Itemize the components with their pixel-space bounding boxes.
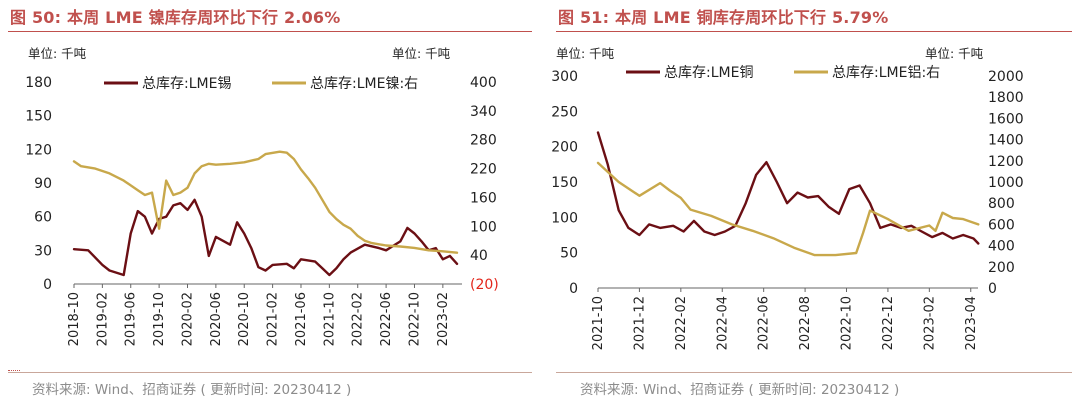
y-tick-label: 50 bbox=[560, 246, 578, 262]
x-tick-label: 2019-10 bbox=[152, 292, 167, 346]
y-tick-label: 0 bbox=[43, 277, 52, 293]
y-tick-label: 150 bbox=[551, 175, 578, 191]
y2-tick-label: 200 bbox=[988, 260, 1015, 276]
x-tick-label: 2022-04 bbox=[715, 296, 730, 350]
series-line-left bbox=[596, 131, 980, 245]
legend-label: 总库存:LME锡 bbox=[142, 76, 231, 92]
title-divider bbox=[556, 31, 1072, 32]
x-tick-label: 2021-12 bbox=[632, 296, 647, 350]
right-axis-unit: 单位: 千吨 bbox=[925, 46, 984, 61]
x-tick-label: 2023-02 bbox=[436, 292, 451, 346]
corner-mark bbox=[8, 370, 20, 372]
x-tick-label: 2023-04 bbox=[964, 296, 979, 350]
y2-tick-label: 1200 bbox=[988, 154, 1024, 170]
y-tick-label: 150 bbox=[25, 109, 52, 125]
x-tick-label: 2019-06 bbox=[124, 292, 139, 346]
copper-aluminum-inventory-chart: 2021-10 2021-12 2022-02 2022-04 2022-06 2022-… bbox=[551, 65, 1024, 350]
x-tick-label: 2020-06 bbox=[209, 292, 224, 346]
y-tick-label: 30 bbox=[34, 243, 52, 259]
x-tick-label: 2022-02 bbox=[351, 292, 366, 346]
series-line-right bbox=[596, 161, 980, 257]
x-tick-label: 2022-06 bbox=[757, 296, 772, 350]
figure-title: 图 51: 本周 LME 铜库存周环比下行 5.79% bbox=[558, 8, 889, 27]
y2-tick-label: 280 bbox=[470, 133, 497, 149]
y-tick-label: 300 bbox=[551, 69, 578, 85]
source-note: 资料来源: Wind、招商证券 ( 更新时间: 20230412 ) bbox=[580, 382, 900, 398]
y2-tick-label: 340 bbox=[470, 104, 497, 120]
x-tick-label: 2021-02 bbox=[266, 292, 281, 346]
series-line-right bbox=[72, 150, 459, 254]
figure-panel-nickel: 图 50: 本周 LME 镍库存周环比下行 2.06% 单位: 千吨 单位: 千… bbox=[8, 8, 532, 398]
y2-tick-label: 800 bbox=[988, 196, 1015, 212]
x-tick-label: 2018-10 bbox=[67, 292, 82, 346]
left-axis-unit: 单位: 千吨 bbox=[28, 46, 87, 61]
x-tick-label: 2021-10 bbox=[322, 292, 337, 346]
nickel-tin-inventory-chart: 2018-10 2019-02 2019-06 2019-10 2020-02 2020-… bbox=[25, 75, 499, 346]
legend-label: 总库存:LME铜 bbox=[664, 65, 753, 81]
y2-tick-label: 1800 bbox=[988, 90, 1024, 106]
y-tick-label: 180 bbox=[25, 75, 52, 91]
x-tick-label: 2022-10 bbox=[840, 296, 855, 350]
y2-tick-label: 400 bbox=[988, 239, 1015, 255]
y2-tick-label: 160 bbox=[470, 190, 497, 206]
legend-label: 总库存:LME镍:右 bbox=[310, 76, 418, 92]
x-tick-label: 2022-02 bbox=[674, 296, 689, 350]
legend-label: 总库存:LME铝:右 bbox=[832, 65, 940, 81]
y2-tick-label: (20) bbox=[470, 277, 499, 293]
y2-tick-label: 600 bbox=[988, 217, 1015, 233]
x-tick-label: 2020-10 bbox=[237, 292, 252, 346]
figure-panel-copper: 图 51: 本周 LME 铜库存周环比下行 5.79% 单位: 千吨 单位: 千… bbox=[548, 0, 1080, 403]
source-note: 资料来源: Wind、招商证券 ( 更新时间: 20230412 ) bbox=[32, 382, 352, 398]
y2-tick-label: 400 bbox=[470, 75, 497, 91]
y2-tick-label: 40 bbox=[470, 248, 488, 264]
y2-tick-label: 1600 bbox=[988, 111, 1024, 127]
right-axis-unit: 单位: 千吨 bbox=[392, 46, 451, 61]
y2-tick-label: 220 bbox=[470, 162, 497, 178]
x-tick-label: 2021-10 bbox=[591, 296, 606, 350]
y-tick-label: 200 bbox=[551, 140, 578, 156]
source-divider bbox=[556, 372, 1072, 373]
y-tick-label: 0 bbox=[569, 281, 578, 297]
x-tick-label: 2022-06 bbox=[379, 292, 394, 346]
y-tick-label: 120 bbox=[25, 142, 52, 158]
left-axis-unit: 单位: 千吨 bbox=[556, 46, 615, 61]
title-divider bbox=[8, 31, 532, 32]
x-tick-label: 2020-02 bbox=[180, 292, 195, 346]
figure-title: 图 50: 本周 LME 镍库存周环比下行 2.06% bbox=[10, 8, 341, 27]
y2-tick-label: 0 bbox=[988, 281, 997, 297]
source-divider bbox=[8, 372, 532, 373]
x-tick-label: 2021-06 bbox=[294, 292, 309, 346]
y-tick-label: 100 bbox=[551, 210, 578, 226]
series-line-left bbox=[72, 198, 459, 277]
x-tick-label: 2022-08 bbox=[798, 296, 813, 350]
y2-tick-label: 100 bbox=[470, 219, 497, 235]
x-tick-label: 2023-02 bbox=[922, 296, 937, 350]
y-tick-label: 60 bbox=[34, 210, 52, 226]
y-tick-label: 250 bbox=[551, 104, 578, 120]
y2-tick-label: 1400 bbox=[988, 133, 1024, 149]
x-tick-label: 2022-10 bbox=[407, 292, 422, 346]
y2-tick-label: 2000 bbox=[988, 69, 1024, 85]
x-tick-label: 2022-12 bbox=[881, 296, 896, 350]
x-tick-label: 2019-02 bbox=[95, 292, 110, 346]
y-tick-label: 90 bbox=[34, 176, 52, 192]
y2-tick-label: 1000 bbox=[988, 175, 1024, 191]
